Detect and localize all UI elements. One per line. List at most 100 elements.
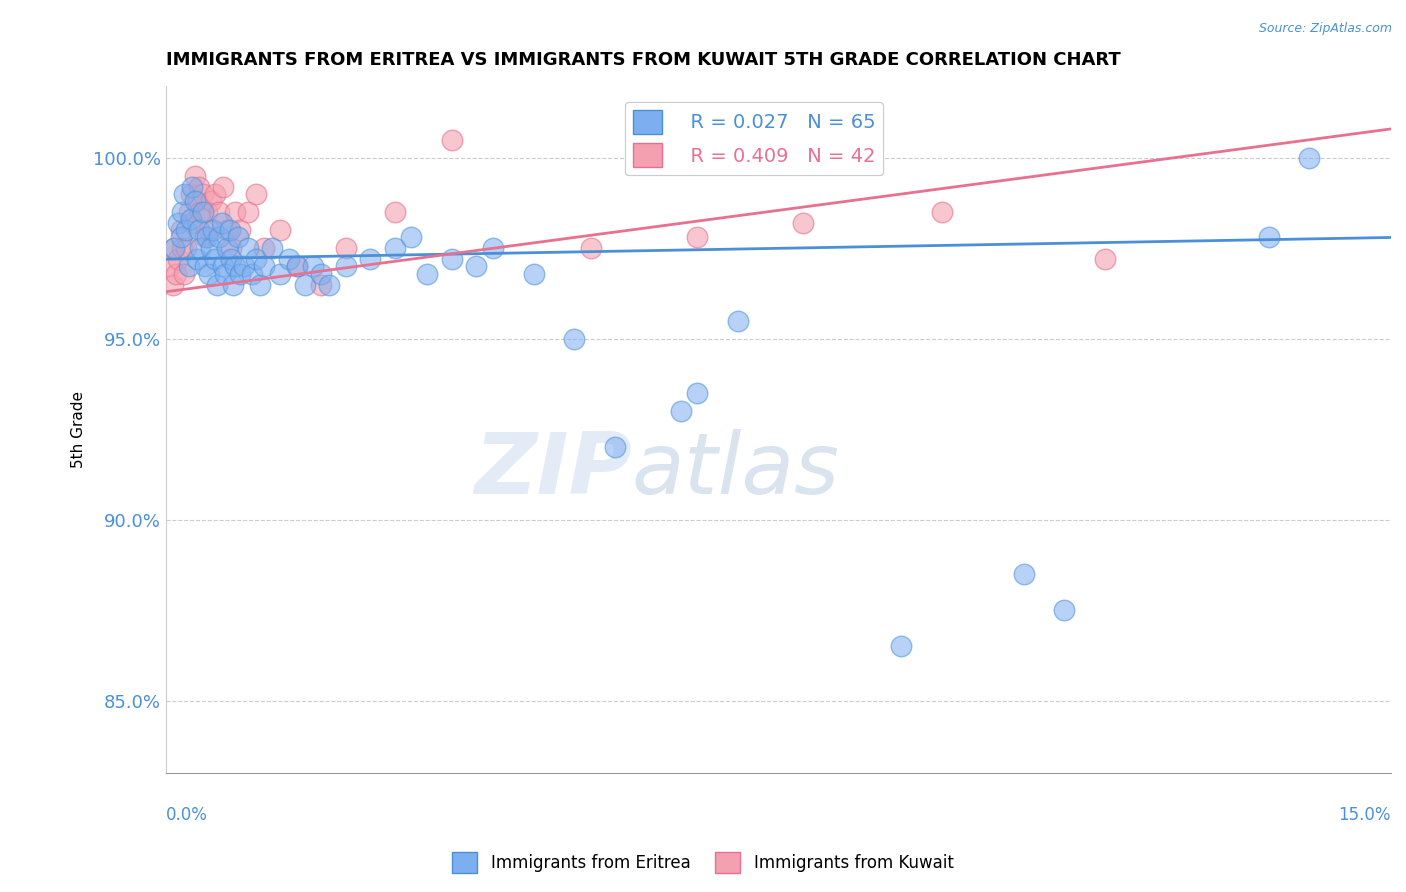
Point: [214, 267, 236, 281]
Point: [294, 277, 316, 292]
Point: [180, 212, 202, 227]
Point: [163, 241, 186, 255]
Text: ZIP: ZIP: [474, 429, 631, 512]
Point: [204, 252, 226, 267]
Point: [277, 252, 299, 267]
Point: [228, 267, 250, 281]
Point: [285, 260, 308, 274]
Point: [302, 260, 325, 274]
Point: [195, 230, 218, 244]
Point: [285, 260, 308, 274]
Point: [194, 230, 217, 244]
Point: [183, 169, 205, 183]
Point: [245, 252, 267, 267]
Point: [1012, 566, 1035, 581]
Point: [208, 230, 231, 244]
Point: [191, 205, 214, 219]
Point: [173, 187, 195, 202]
Point: [172, 241, 194, 255]
Text: Source: ZipAtlas.com: Source: ZipAtlas.com: [1258, 22, 1392, 36]
Point: [180, 187, 202, 202]
Point: [727, 314, 749, 328]
Point: [186, 252, 208, 267]
Point: [522, 267, 544, 281]
Point: [240, 267, 263, 281]
Point: [224, 260, 246, 274]
Point: [384, 205, 406, 219]
Point: [931, 205, 953, 219]
Point: [183, 194, 205, 209]
Point: [194, 260, 217, 274]
Point: [208, 205, 231, 219]
Point: [217, 223, 239, 237]
Point: [669, 404, 692, 418]
Y-axis label: 5th Grade: 5th Grade: [72, 391, 86, 467]
Point: [181, 179, 204, 194]
Point: [176, 241, 198, 255]
Text: IMMIGRANTS FROM ERITREA VS IMMIGRANTS FROM KUWAIT 5TH GRADE CORRELATION CHART: IMMIGRANTS FROM ERITREA VS IMMIGRANTS FR…: [166, 51, 1121, 69]
Point: [197, 223, 219, 237]
Point: [187, 179, 209, 194]
Point: [440, 133, 463, 147]
Point: [204, 187, 226, 202]
Point: [440, 252, 463, 267]
Text: 0.0%: 0.0%: [166, 805, 208, 823]
Point: [188, 205, 211, 219]
Point: [177, 260, 200, 274]
Point: [176, 223, 198, 237]
Point: [224, 205, 246, 219]
Point: [309, 277, 332, 292]
Point: [162, 277, 184, 292]
Point: [1257, 230, 1279, 244]
Point: [191, 187, 214, 202]
Point: [202, 223, 225, 237]
Point: [228, 223, 250, 237]
Point: [221, 252, 243, 267]
Point: [253, 241, 276, 255]
Point: [167, 252, 190, 267]
Point: [205, 277, 228, 292]
Point: [269, 267, 291, 281]
Legend: Immigrants from Eritrea, Immigrants from Kuwait: Immigrants from Eritrea, Immigrants from…: [446, 846, 960, 880]
Point: [1298, 151, 1320, 165]
Point: [309, 267, 332, 281]
Point: [167, 216, 190, 230]
Point: [335, 241, 357, 255]
Point: [226, 230, 249, 244]
Point: [218, 223, 240, 237]
Point: [187, 223, 209, 237]
Point: [245, 187, 267, 202]
Point: [249, 277, 271, 292]
Text: 15.0%: 15.0%: [1339, 805, 1391, 823]
Point: [232, 260, 254, 274]
Point: [222, 277, 245, 292]
Point: [212, 260, 235, 274]
Point: [335, 260, 357, 274]
Point: [686, 386, 709, 401]
Point: [165, 267, 187, 281]
Point: [200, 241, 222, 255]
Point: [465, 260, 488, 274]
Point: [1094, 252, 1116, 267]
Point: [170, 230, 193, 244]
Point: [195, 205, 218, 219]
Point: [236, 241, 259, 255]
Point: [181, 216, 204, 230]
Point: [318, 277, 340, 292]
Point: [236, 205, 259, 219]
Point: [792, 216, 814, 230]
Point: [579, 241, 602, 255]
Point: [399, 230, 422, 244]
Point: [211, 216, 233, 230]
Point: [200, 194, 222, 209]
Point: [173, 267, 195, 281]
Point: [890, 640, 912, 654]
Point: [686, 230, 709, 244]
Point: [188, 241, 211, 255]
Point: [170, 223, 193, 237]
Point: [269, 223, 291, 237]
Point: [221, 241, 243, 255]
Point: [159, 260, 181, 274]
Point: [605, 440, 627, 454]
Text: atlas: atlas: [631, 429, 839, 512]
